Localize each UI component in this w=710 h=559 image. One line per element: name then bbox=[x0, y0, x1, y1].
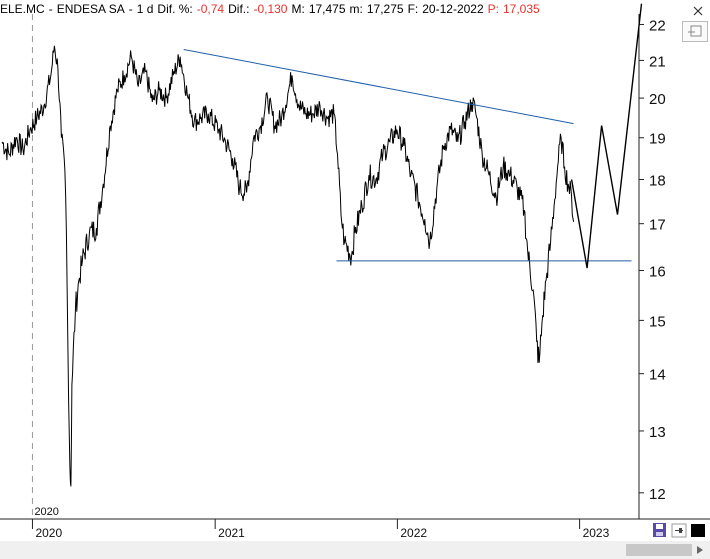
color-square-icon[interactable] bbox=[691, 524, 705, 537]
y-tick-label: 22 bbox=[649, 17, 666, 34]
x-tick-label: 2021 bbox=[218, 526, 245, 540]
max-label: M: bbox=[291, 2, 305, 16]
y-tick-label: 14 bbox=[649, 367, 666, 384]
header-separator-2: - bbox=[128, 2, 133, 16]
max-value: 17,475 bbox=[308, 2, 346, 16]
date-value: 20-12-2022 bbox=[422, 2, 484, 16]
bottom-toolbar bbox=[650, 521, 708, 540]
x-tick-label: 2023 bbox=[583, 526, 610, 540]
y-tick-label: 20 bbox=[649, 91, 666, 108]
header-separator: - bbox=[48, 2, 53, 16]
pin-icon[interactable] bbox=[671, 523, 687, 538]
dif-label: Dif.: bbox=[228, 2, 250, 16]
y-tick-label: 12 bbox=[649, 486, 666, 503]
price-label: P: bbox=[487, 2, 499, 16]
year-marker-label: 2020 bbox=[34, 506, 58, 518]
chart-options-button[interactable] bbox=[682, 21, 708, 42]
y-tick-label: 19 bbox=[649, 131, 666, 148]
symbol-name: ENDESA SA bbox=[56, 2, 125, 16]
x-tick-label: 2022 bbox=[400, 526, 427, 540]
save-icon[interactable] bbox=[653, 523, 666, 537]
horizontal-scrollbar[interactable] bbox=[0, 541, 710, 559]
scrollbar-thumb[interactable] bbox=[626, 544, 692, 556]
close-chart-button[interactable] bbox=[691, 4, 705, 16]
close-icon bbox=[693, 6, 703, 16]
price-line bbox=[1, 45, 575, 487]
dif-pct-value: -0,74 bbox=[196, 2, 225, 16]
scroll-right-icon[interactable] bbox=[694, 545, 706, 555]
symbol-info-bar: ELE.MC - ENDESA SA -1 d Dif. %: -0,74 Dif.: -0,… bbox=[0, 0, 638, 19]
price-value: 17,035 bbox=[502, 2, 540, 16]
y-tick-label: 17 bbox=[649, 217, 666, 234]
y-tick-label: 16 bbox=[649, 264, 666, 281]
dif-pct-label: Dif. %: bbox=[157, 2, 193, 16]
min-label: m: bbox=[349, 2, 363, 16]
symbol-code: ELE.MC bbox=[0, 2, 45, 16]
x-tick-label: 2020 bbox=[35, 526, 62, 540]
projection-path bbox=[570, 3, 643, 269]
min-value: 17,275 bbox=[366, 2, 404, 16]
y-tick-label: 21 bbox=[649, 53, 666, 70]
interval-label: 1 d bbox=[136, 2, 154, 16]
resistance-trendline bbox=[183, 48, 574, 125]
date-label: F: bbox=[407, 2, 419, 16]
toolbar-icons bbox=[653, 523, 705, 538]
dif-value: -0,130 bbox=[253, 2, 288, 16]
y-tick-label: 13 bbox=[649, 424, 666, 441]
y-tick-label: 18 bbox=[649, 173, 666, 190]
options-icon bbox=[688, 25, 702, 37]
y-tick-label: 15 bbox=[649, 313, 666, 330]
